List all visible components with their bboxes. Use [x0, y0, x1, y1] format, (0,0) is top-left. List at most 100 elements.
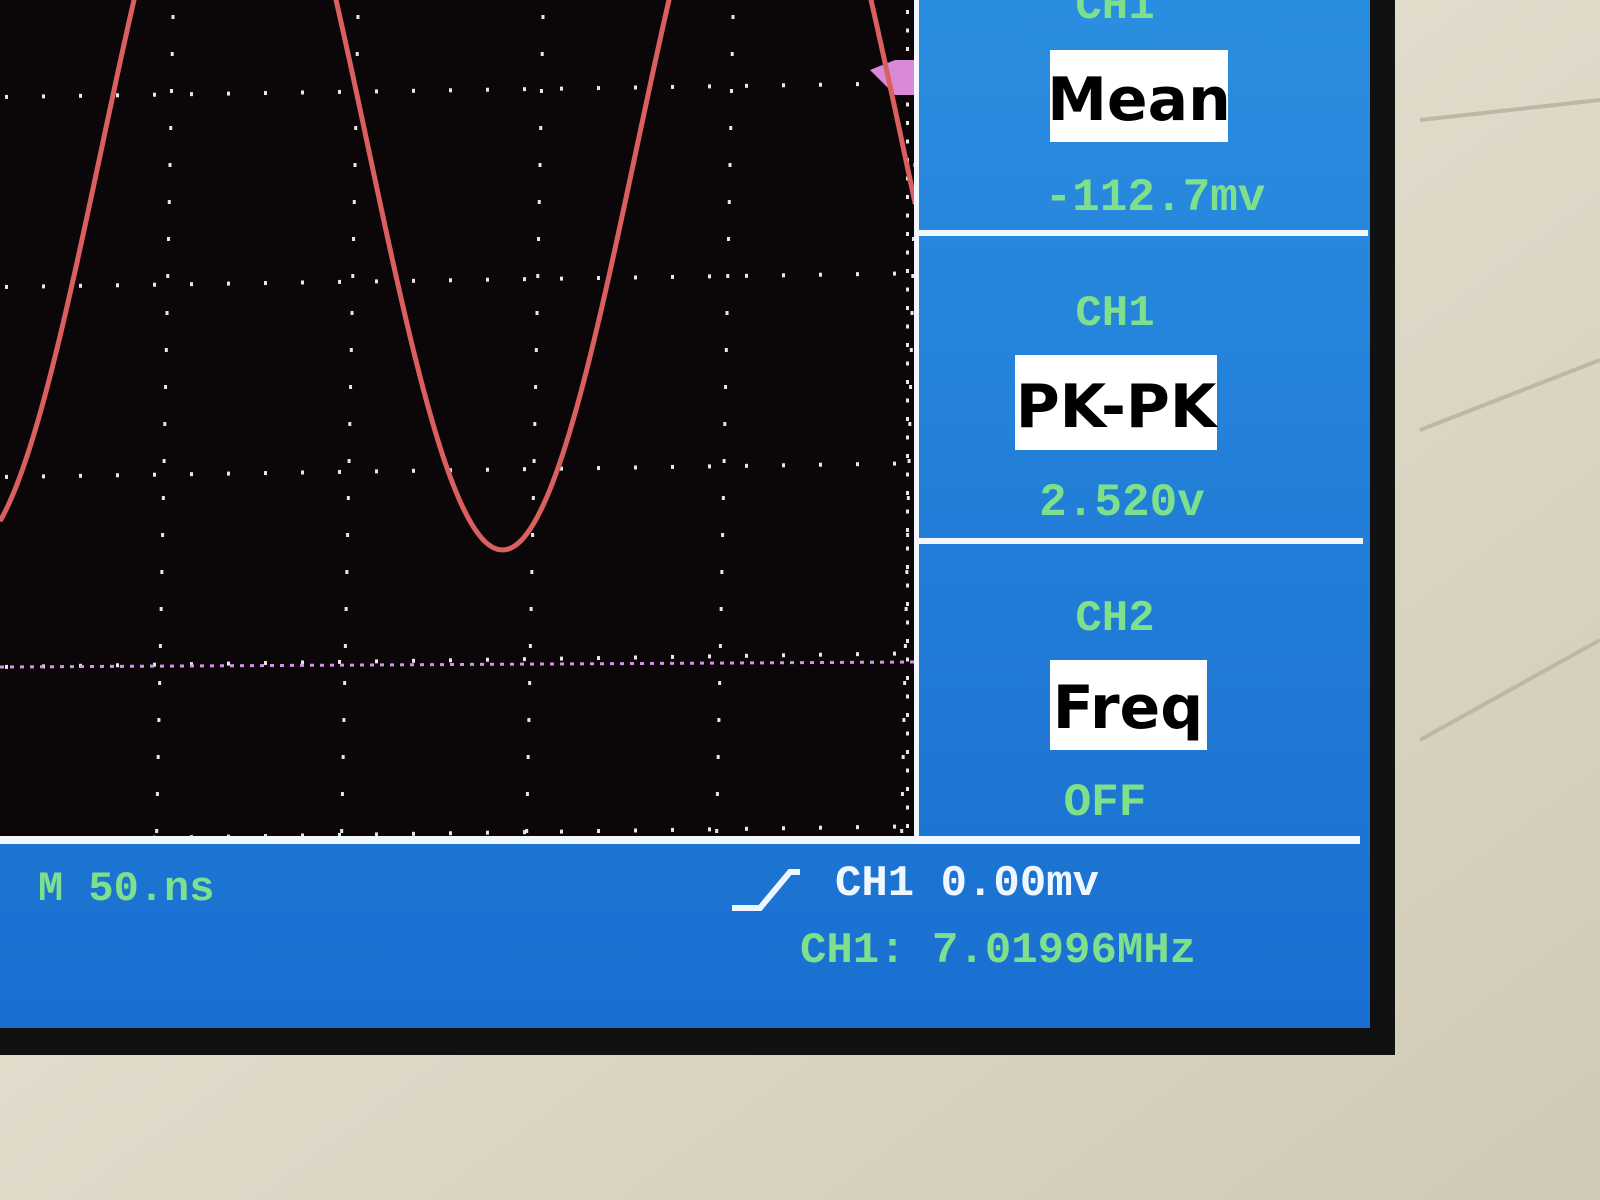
grid-dot [893, 461, 896, 466]
channel: CH1 [1075, 0, 1154, 32]
grid-dot [716, 755, 720, 759]
grid-dot [412, 88, 415, 93]
grid-dot [560, 656, 563, 661]
grid-dot [534, 348, 538, 352]
grid-dot [906, 28, 909, 33]
grid-dot [538, 163, 542, 167]
grid-dot [671, 274, 674, 279]
grid-dot [227, 281, 230, 286]
measure-value: OFF [1064, 777, 1147, 829]
grid-dot [906, 496, 910, 500]
grid-dot [171, 15, 175, 19]
grid-dot [906, 121, 909, 125]
grid-dot [720, 570, 724, 574]
grid-dot [531, 496, 535, 500]
grid-dot [731, 15, 735, 19]
grid-dot [350, 311, 354, 315]
measure-type: Freq [1053, 673, 1203, 743]
bottom-border [0, 836, 1360, 844]
grid-dot [634, 275, 637, 280]
grid-dot [782, 273, 785, 278]
grid-dot [116, 473, 119, 478]
grid-dot [345, 570, 349, 574]
grid-dot [375, 469, 378, 474]
grid-dot [782, 83, 785, 88]
timebase: M 50.ns [38, 865, 214, 913]
grid-dot [412, 831, 415, 836]
grid-dot [116, 283, 119, 288]
grid-dot [338, 279, 341, 284]
grid-dot [819, 652, 822, 657]
grid-dot [906, 361, 909, 366]
grid-dot [375, 832, 378, 837]
grid-dot [671, 654, 674, 659]
grid-dot [722, 459, 726, 463]
grid-dot [906, 343, 909, 347]
grid-dot [911, 274, 915, 278]
grid-dot [526, 755, 530, 759]
grid-dot [893, 824, 896, 829]
grid-dot [158, 681, 162, 685]
grid-dot [907, 459, 911, 463]
grid-dot [157, 718, 161, 722]
grid-dot [169, 89, 173, 93]
grid-dot [5, 474, 8, 479]
grid-dot [906, 472, 909, 477]
grid-dot [190, 282, 193, 287]
grid-dot [906, 269, 909, 273]
grid-dot [153, 282, 156, 287]
grid-dot [347, 459, 351, 463]
grid-dot [449, 88, 452, 93]
grid-dot [528, 644, 532, 648]
grid-dot [725, 311, 729, 315]
grid-dot [901, 755, 905, 759]
grid-dot [167, 237, 171, 241]
grid-dot [560, 466, 563, 471]
grid-dot [264, 91, 267, 96]
grid-dot [159, 607, 163, 611]
grid-dot [727, 200, 731, 204]
grid-dot [902, 718, 906, 722]
grid-dot [338, 832, 341, 837]
grid-dot [164, 385, 168, 389]
grid-dot [819, 82, 822, 87]
grid-dot [342, 718, 346, 722]
grid-dot [906, 250, 909, 255]
grid-dot [905, 570, 909, 574]
channel: CH1 [1075, 289, 1154, 339]
grid-dot [155, 829, 159, 833]
grid-dot [721, 533, 725, 537]
grid-dot [729, 126, 733, 130]
grid-dot [486, 657, 489, 662]
grid-dot [301, 470, 304, 475]
grid-dot [158, 644, 162, 648]
label-box [1015, 355, 1217, 450]
grid-dot [903, 644, 907, 648]
grid-dot [717, 718, 721, 722]
channel: CH2 [1075, 594, 1154, 644]
grid-dot [341, 755, 345, 759]
grid-dot [156, 755, 160, 759]
grid-dot [906, 287, 909, 292]
grid-dot [264, 661, 267, 666]
grid-dot [671, 827, 674, 832]
grid-dot [523, 830, 526, 835]
ch1-marker [870, 60, 915, 95]
grid-dot [906, 380, 909, 384]
measure-value: 2.520v [1039, 477, 1205, 529]
grid-dot [708, 84, 711, 89]
grid-dot [531, 533, 535, 537]
grid-dot [264, 281, 267, 286]
grid-dot [856, 652, 859, 657]
grid-dot [540, 52, 544, 56]
grid-dot [909, 385, 913, 389]
grid-dot [745, 653, 748, 658]
grid-dot [532, 459, 536, 463]
grid-dot [348, 422, 352, 426]
grid-dot [906, 306, 909, 310]
grid-dot [906, 232, 909, 236]
grid-dot [719, 607, 723, 611]
grid-dot [168, 163, 172, 167]
separator [918, 230, 1368, 236]
grid-dot [5, 284, 8, 289]
